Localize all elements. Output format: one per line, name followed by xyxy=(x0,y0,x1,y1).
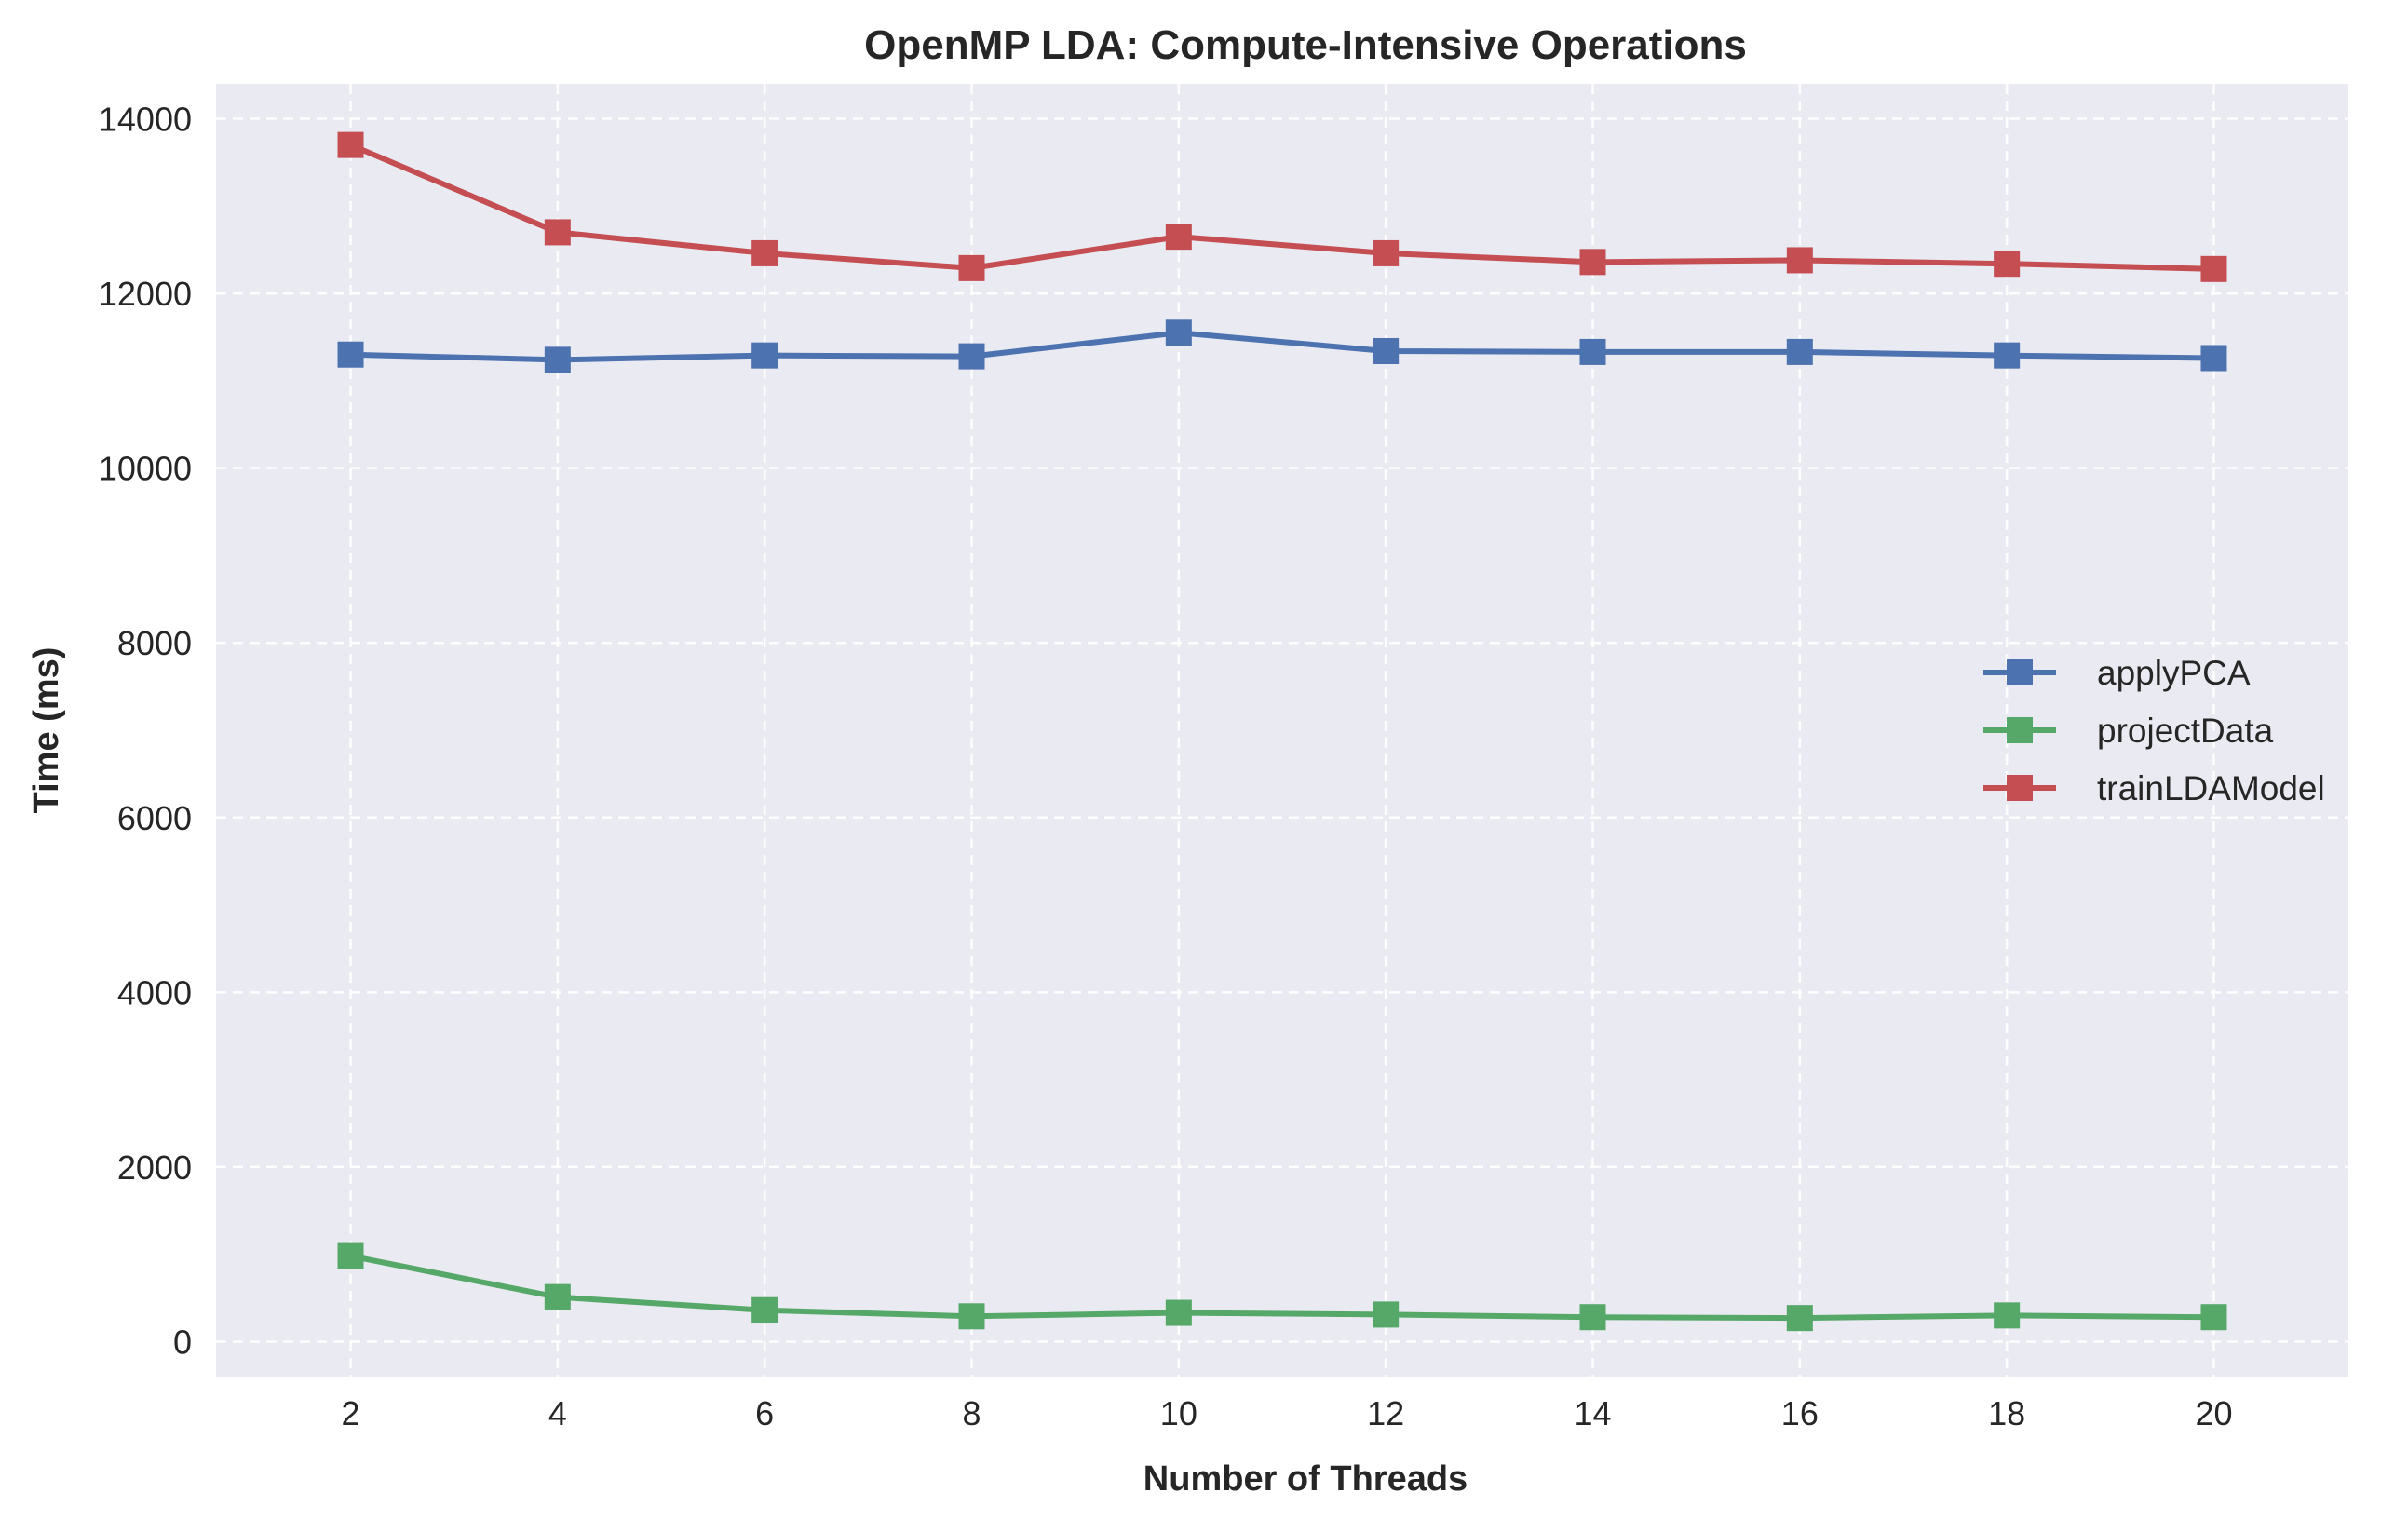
series-projectData xyxy=(337,1242,2227,1332)
series-line xyxy=(347,1253,2217,1322)
data-point-marker xyxy=(1373,239,1400,266)
data-point-marker xyxy=(1994,251,2021,278)
data-point-marker xyxy=(1165,1299,1192,1326)
y-tick-label: 4000 xyxy=(117,973,192,1011)
y-tick-label: 0 xyxy=(173,1323,192,1361)
data-point-marker xyxy=(958,1303,985,1330)
x-tick-label: 16 xyxy=(1781,1394,1819,1432)
x-tick-label: 18 xyxy=(1988,1394,2025,1432)
y-tick-label: 10000 xyxy=(99,450,192,488)
x-tick-label: 12 xyxy=(1367,1394,1404,1432)
legend-label: applyPCA xyxy=(2097,654,2251,692)
x-tick-label: 20 xyxy=(2195,1394,2232,1432)
data-point-marker xyxy=(337,131,364,158)
data-point-marker xyxy=(751,342,778,369)
series-trainLDAModel xyxy=(337,131,2227,282)
legend-item-applyPCA: applyPCA xyxy=(1983,654,2251,692)
data-point-marker xyxy=(2200,345,2227,372)
legend-swatch-marker xyxy=(2007,659,2033,685)
data-point-marker xyxy=(1994,342,2021,369)
y-tick-label: 8000 xyxy=(117,624,192,662)
legend-swatch-marker xyxy=(2007,717,2033,743)
data-point-marker xyxy=(1579,338,1606,365)
data-point-marker xyxy=(1579,249,1606,276)
x-tick-label: 2 xyxy=(341,1394,359,1432)
y-tick-labels: 0 2000 4000 6000 8000 10000 12000 14000 xyxy=(99,101,192,1362)
data-point-marker xyxy=(1373,337,1400,364)
legend-swatch-marker xyxy=(2007,775,2033,801)
data-point-marker xyxy=(1994,1302,2021,1329)
x-tick-label: 8 xyxy=(962,1394,981,1432)
y-tick-label: 14000 xyxy=(99,101,192,139)
legend-item-trainLDAModel: trainLDAModel xyxy=(1983,769,2325,808)
data-point-marker xyxy=(1579,1304,1606,1331)
y-axis-label: Time (ms) xyxy=(27,647,66,814)
grid-lines xyxy=(216,84,2348,1377)
x-axis-label: Number of Threads xyxy=(1143,1459,1468,1499)
data-point-marker xyxy=(337,1242,364,1269)
x-tick-labels: 2 4 6 8 10 12 14 16 18 20 xyxy=(341,1394,2232,1432)
x-tick-label: 14 xyxy=(1574,1394,1611,1432)
data-point-marker xyxy=(958,343,985,370)
chart-title: OpenMP LDA: Compute-Intensive Operations xyxy=(864,22,1747,68)
y-tick-label: 2000 xyxy=(117,1148,192,1187)
legend-item-projectData: projectData xyxy=(1983,712,2274,750)
series-applyPCA xyxy=(337,319,2227,373)
y-tick-label: 6000 xyxy=(117,799,192,837)
x-tick-label: 10 xyxy=(1160,1394,1197,1432)
legend-label: projectData xyxy=(2097,712,2274,750)
data-point-marker xyxy=(1786,1305,1813,1332)
data-point-marker xyxy=(1165,319,1192,346)
data-point-marker xyxy=(1786,338,1813,365)
data-point-marker xyxy=(544,346,571,373)
x-tick-label: 4 xyxy=(548,1394,567,1432)
legend: applyPCA projectData trainLDAModel xyxy=(1983,654,2325,808)
series-line xyxy=(347,142,2217,272)
data-point-marker xyxy=(2200,1304,2227,1331)
x-tick-label: 6 xyxy=(755,1394,774,1432)
series-line xyxy=(347,330,2217,363)
data-point-marker xyxy=(544,1283,571,1310)
series-layer xyxy=(337,131,2227,1332)
data-point-marker xyxy=(751,239,778,266)
data-point-marker xyxy=(1165,224,1192,251)
data-point-marker xyxy=(751,1296,778,1323)
data-point-marker xyxy=(958,254,985,281)
legend-label: trainLDAModel xyxy=(2097,769,2325,808)
data-point-marker xyxy=(1373,1301,1400,1328)
data-point-marker xyxy=(2200,255,2227,282)
y-tick-label: 12000 xyxy=(99,275,192,313)
data-point-marker xyxy=(544,219,571,246)
data-point-marker xyxy=(337,341,364,368)
data-point-marker xyxy=(1786,247,1813,274)
